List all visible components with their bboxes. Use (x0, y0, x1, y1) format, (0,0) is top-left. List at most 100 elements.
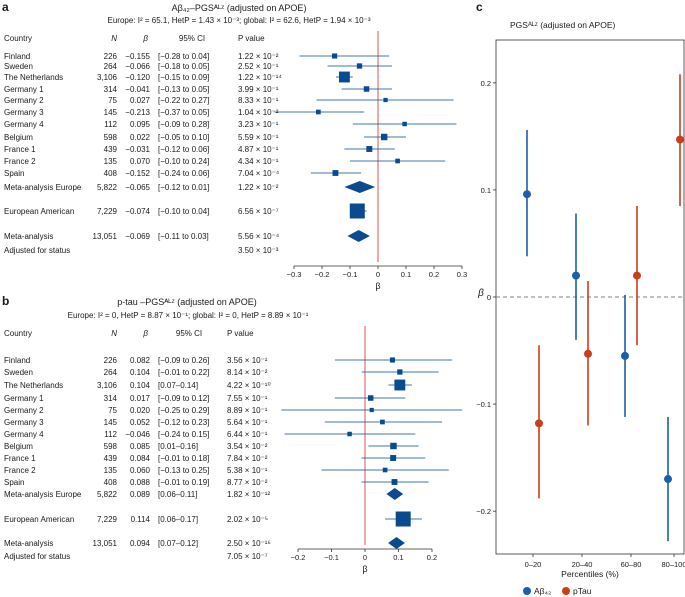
x-tick-label: −0.2 (315, 270, 330, 279)
table-row: France 2 135 0.060 [−0.13 to 0.25] 5.38 × 10… (4, 466, 268, 475)
x-tick-label: 60–80 (621, 560, 642, 569)
row-country: Meta-analysis Europe (4, 183, 82, 192)
row-ci: [−0.18 to 0.05] (158, 62, 209, 71)
row-pvalue: 2.50 × 10⁻¹⁶ (227, 539, 271, 548)
row-country: France 2 (4, 466, 36, 475)
table-row: Germany 2 75 0.027 [−0.22 to 0.27] 8.33 × 10… (4, 96, 279, 105)
header-beta: β (142, 329, 148, 338)
row-n: 3,106 (97, 73, 118, 82)
row-pvalue: 7.04 × 10⁻⁴ (238, 169, 280, 178)
row-pvalue: 6.56 × 10⁻⁷ (238, 207, 279, 216)
row-pvalue: 4.87 × 10⁻¹ (238, 145, 279, 154)
row-ci: [−0.01 to 0.18] (158, 454, 209, 463)
row-n: 75 (108, 96, 117, 105)
row-pvalue: 7.05 × 10⁻⁷ (227, 552, 268, 561)
row-country: Meta-analysis (4, 539, 53, 548)
row-country: Germany 4 (4, 120, 44, 129)
y-tick-label: 0 (487, 293, 491, 302)
row-beta: 0.095 (130, 120, 151, 129)
panel-a-subtitle: Europe: I² = 65.1, HetP = 1.43 × 10⁻³; g… (108, 16, 371, 25)
y-tick-label: −0.2 (476, 507, 491, 516)
row-pvalue: 6.44 × 10⁻¹ (227, 430, 268, 439)
row-ci: [−0.10 to 0.04] (158, 207, 209, 216)
table-row: European American 7,229 −0.074 [−0.10 to 0.… (4, 207, 279, 216)
row-pvalue: 5.59 × 10⁻¹ (238, 133, 279, 142)
row-pvalue: 7.55 × 10⁻¹ (227, 394, 268, 403)
row-n: 598 (104, 442, 118, 451)
panel-c: c PGSᴬᴸᶻ (adjusted on APOE) β Percentile… (476, 0, 685, 596)
data-point (572, 271, 580, 280)
row-country: European American (4, 207, 74, 216)
row-ci: [−0.22 to 0.27] (158, 96, 209, 105)
table-row: The Netherlands 3,106 0.104 [0.07–0.14] 4.22… (4, 381, 271, 390)
meta-diamond (344, 181, 376, 193)
header-pvalue: P value (238, 34, 265, 43)
row-beta: 0.089 (130, 490, 151, 499)
row-pvalue: 2.02 × 10⁻⁵ (227, 515, 268, 524)
row-beta: −0.074 (125, 207, 150, 216)
row-n: 7,229 (97, 207, 118, 216)
row-beta: 0.084 (130, 454, 151, 463)
x-tick-label: −0.1 (324, 553, 339, 562)
x-tick-label: 80–100 (661, 560, 685, 569)
row-pvalue: 3.56 × 10⁻¹ (227, 356, 268, 365)
row-ci: [0.06–0.11] (158, 490, 197, 499)
panel-b-title: p-tau –PGSᴬᴸᶻ (adjusted on APOE) (117, 297, 257, 307)
panel-c-plot: −0.2 −0.1 0 0.1 0.2 0–20 20–40 60–80 80–100 (476, 39, 685, 569)
table-row: Meta-analysis Europe 5,822 −0.065 [−0.12 to… (4, 183, 279, 192)
panel-c-label: c (476, 0, 483, 14)
row-beta: 0.085 (130, 442, 151, 451)
row-n: 112 (104, 430, 117, 439)
row-ci: [0.07–0.12] (158, 539, 198, 548)
row-country: Germany 2 (4, 96, 44, 105)
x-tick-label: 0.3 (457, 270, 467, 279)
row-n: 314 (104, 85, 118, 94)
row-n: 264 (104, 368, 118, 377)
row-country: Germany 3 (4, 418, 44, 427)
row-ci: [−0.10 to 0.24] (158, 157, 209, 166)
data-point (621, 351, 629, 360)
x-tick-label: 0.1 (393, 553, 403, 562)
x-tick-label: 0 (363, 553, 367, 562)
x-tick-label: −0.2 (291, 553, 306, 562)
table-row: Finland 226 0.082 [−0.09 to 0.26] 3.56 × 10⁻… (4, 356, 268, 365)
row-n: 7,229 (97, 515, 118, 524)
row-n: 408 (104, 478, 118, 487)
table-row: Meta-analysis Europe 5,822 0.089 [0.06–0.11… (4, 490, 270, 499)
estimate-square (383, 97, 388, 103)
x-tick-label: 0.1 (401, 270, 411, 279)
row-pvalue: 3.54 × 10⁻² (227, 442, 268, 451)
row-pvalue: 1.22 × 10⁻¹⁴ (238, 73, 282, 82)
row-n: 226 (104, 52, 118, 61)
row-beta: 0.017 (130, 394, 151, 403)
x-tick-label: 20–40 (572, 560, 593, 569)
row-country: Finland (4, 356, 30, 365)
x-tick-label: 0.2 (427, 553, 437, 562)
data-point (523, 190, 531, 199)
row-pvalue: 3.99 × 10⁻¹ (238, 85, 279, 94)
row-n: 135 (104, 157, 118, 166)
row-ci: [−0.28 to 0.04] (158, 52, 209, 61)
row-ci: [−0.09 to 0.26] (158, 356, 209, 365)
x-tick-label: −0.3 (287, 270, 302, 279)
row-pvalue: 1.82 × 10⁻¹² (227, 490, 270, 499)
row-country: Germany 1 (4, 394, 44, 403)
row-beta: 0.027 (130, 96, 151, 105)
row-n: 5,822 (97, 183, 118, 192)
table-row: Germany 2 75 0.020 [−0.25 to 0.29] 8.89 × 10… (4, 406, 268, 415)
row-n: 226 (104, 356, 118, 365)
row-beta: 0.020 (130, 406, 151, 415)
row-pvalue: 1.22 × 10⁻² (238, 183, 279, 192)
row-ci: [−0.09 to 0.12] (158, 394, 209, 403)
estimate-square (349, 203, 365, 219)
row-beta: −0.120 (125, 73, 150, 82)
row-ci: [−0.24 to 0.15] (158, 430, 209, 439)
row-pvalue: 7.84 × 10⁻² (227, 454, 268, 463)
estimate-square (390, 442, 397, 450)
x-axis-label: β (362, 564, 367, 574)
row-pvalue: 5.56 × 10⁻⁴ (238, 232, 280, 241)
row-pvalue: 5.64 × 10⁻¹ (227, 418, 268, 427)
estimate-square (347, 431, 352, 437)
row-pvalue: 3.23 × 10⁻¹ (238, 120, 279, 129)
row-pvalue: 2.52 × 10⁻¹ (238, 62, 279, 71)
